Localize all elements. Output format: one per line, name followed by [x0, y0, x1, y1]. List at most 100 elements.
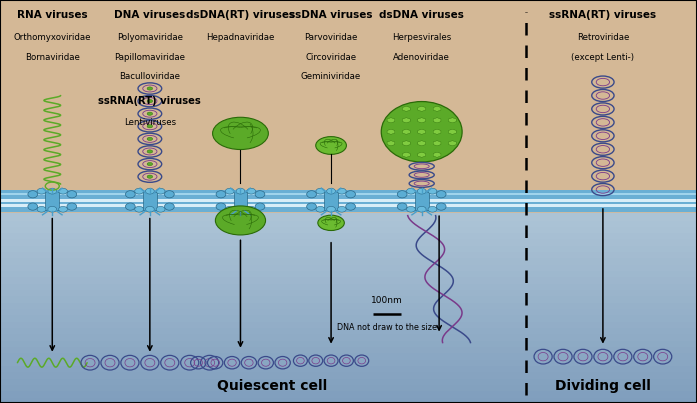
Bar	[0, 289, 697, 295]
Ellipse shape	[216, 203, 226, 210]
Circle shape	[147, 112, 153, 115]
Circle shape	[147, 162, 153, 166]
Bar	[0, 0, 697, 191]
Bar	[0, 300, 697, 303]
Bar	[0, 191, 697, 403]
Circle shape	[147, 137, 153, 141]
Ellipse shape	[307, 203, 316, 210]
Bar	[0, 314, 697, 321]
Ellipse shape	[216, 191, 226, 198]
Bar	[0, 248, 697, 251]
Text: Lentiviruses: Lentiviruses	[124, 118, 176, 127]
Bar	[0, 217, 697, 220]
Bar	[0, 397, 697, 403]
Ellipse shape	[125, 203, 135, 210]
Bar	[0, 220, 697, 226]
Bar	[0, 379, 697, 382]
Bar	[0, 203, 697, 207]
Bar	[0, 251, 697, 258]
Ellipse shape	[316, 206, 325, 212]
Bar	[0, 210, 697, 214]
Bar	[0, 359, 697, 365]
Ellipse shape	[406, 188, 415, 194]
Bar	[0, 334, 697, 338]
Bar	[0, 314, 697, 317]
Ellipse shape	[28, 203, 38, 210]
Bar	[0, 231, 697, 234]
Bar	[0, 276, 697, 283]
Bar	[0, 245, 697, 248]
Ellipse shape	[327, 188, 335, 194]
Bar	[324, 192, 338, 210]
Bar	[0, 264, 697, 270]
Circle shape	[215, 206, 266, 235]
Ellipse shape	[67, 191, 77, 198]
Bar	[0, 214, 697, 217]
Bar	[0, 0, 697, 213]
Text: Baculloviridae: Baculloviridae	[119, 72, 181, 81]
Bar	[0, 296, 697, 300]
Bar	[0, 365, 697, 372]
Bar	[0, 391, 697, 397]
Ellipse shape	[316, 188, 325, 194]
Circle shape	[147, 125, 153, 128]
Bar	[0, 227, 697, 231]
Bar	[0, 393, 697, 396]
Bar	[0, 265, 697, 269]
Bar	[0, 338, 697, 341]
Bar	[0, 351, 697, 355]
Bar	[0, 295, 697, 302]
Text: dsDNA(RT) viruses: dsDNA(RT) viruses	[186, 10, 295, 20]
Ellipse shape	[436, 203, 446, 210]
Bar	[0, 239, 697, 245]
Bar	[0, 340, 697, 346]
Ellipse shape	[337, 206, 346, 212]
Text: Retroviridae: Retroviridae	[576, 33, 629, 42]
Bar	[0, 384, 697, 391]
Ellipse shape	[406, 206, 415, 212]
Text: ssRNA(RT) viruses: ssRNA(RT) viruses	[98, 96, 201, 106]
Text: Geminiviridae: Geminiviridae	[301, 72, 361, 81]
Ellipse shape	[397, 191, 407, 198]
Circle shape	[147, 150, 153, 153]
Text: DNA not draw to the size: DNA not draw to the size	[337, 323, 437, 332]
Bar	[0, 258, 697, 262]
Bar	[0, 346, 697, 352]
Bar	[0, 378, 697, 384]
Ellipse shape	[397, 203, 407, 210]
Text: ssDNA viruses: ssDNA viruses	[289, 10, 373, 20]
Text: Bornaviridae: Bornaviridae	[25, 53, 79, 62]
Text: DNA viruses: DNA viruses	[114, 10, 185, 20]
Bar	[0, 258, 697, 264]
Ellipse shape	[37, 188, 46, 194]
Bar	[0, 269, 697, 272]
Bar	[0, 232, 697, 239]
Bar	[0, 220, 697, 224]
Ellipse shape	[135, 206, 144, 212]
Bar	[45, 192, 59, 210]
Bar	[0, 345, 697, 348]
Ellipse shape	[236, 188, 245, 194]
Text: Orthomyxoviridae: Orthomyxoviridae	[13, 33, 91, 42]
Ellipse shape	[346, 191, 355, 198]
Circle shape	[147, 87, 153, 90]
Ellipse shape	[146, 188, 154, 194]
Circle shape	[147, 175, 153, 178]
Bar	[0, 293, 697, 296]
Text: 100nm: 100nm	[371, 297, 403, 305]
Bar	[0, 358, 697, 361]
Ellipse shape	[146, 206, 154, 212]
Circle shape	[318, 215, 344, 231]
Circle shape	[147, 100, 153, 103]
Text: Circoviridae: Circoviridae	[305, 53, 357, 62]
Bar	[0, 302, 697, 308]
Bar	[0, 321, 697, 327]
Bar	[0, 389, 697, 393]
Ellipse shape	[428, 188, 437, 194]
Bar	[0, 324, 697, 327]
Bar	[0, 213, 697, 220]
Bar	[0, 308, 697, 314]
Ellipse shape	[156, 206, 165, 212]
Bar	[0, 396, 697, 399]
Bar	[0, 224, 697, 227]
